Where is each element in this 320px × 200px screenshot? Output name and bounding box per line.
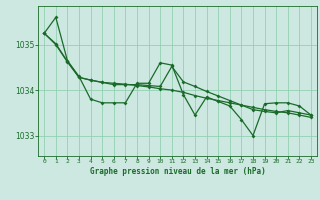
- X-axis label: Graphe pression niveau de la mer (hPa): Graphe pression niveau de la mer (hPa): [90, 167, 266, 176]
